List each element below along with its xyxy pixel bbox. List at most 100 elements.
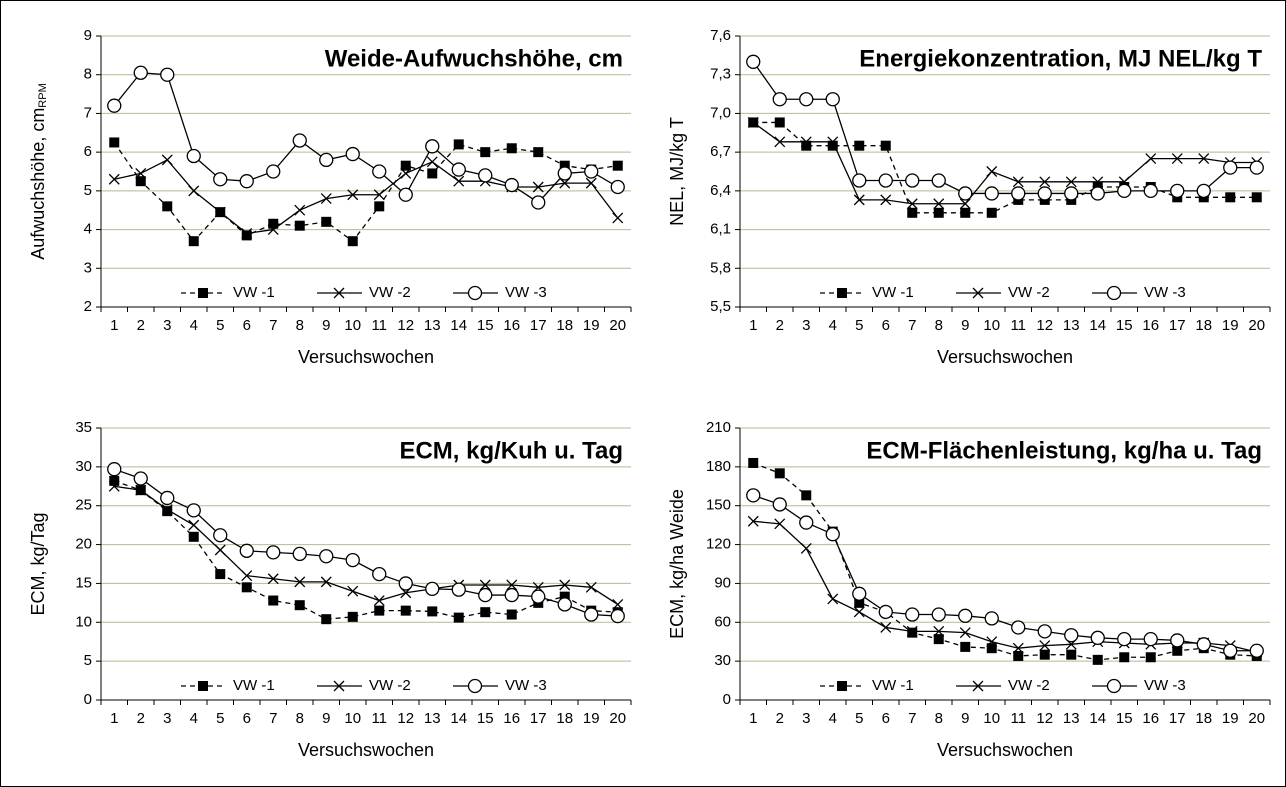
marker-circle <box>292 546 307 562</box>
marker-circle <box>1223 160 1238 175</box>
marker-square <box>986 643 997 654</box>
marker-cross <box>747 117 759 128</box>
marker-circle <box>319 549 334 564</box>
marker-circle <box>852 586 867 601</box>
y-tick-label: 0 <box>723 691 731 708</box>
y-tick-label: 35 <box>75 419 92 436</box>
marker-cross <box>135 484 147 496</box>
marker-circle <box>557 597 572 612</box>
y-tick-label: 30 <box>714 652 731 669</box>
marker-cross <box>400 167 412 179</box>
legend-label: VW -2 <box>1008 284 1050 301</box>
title-background <box>320 45 627 73</box>
chart-title: Energiekonzentration, MJ NEL/kg T <box>859 45 1262 72</box>
legend-label: VW -3 <box>505 284 547 301</box>
marker-cross <box>747 515 759 527</box>
marker-cross <box>986 636 998 648</box>
marker-circle <box>1117 631 1132 647</box>
marker-square <box>188 236 199 247</box>
marker-circle <box>931 607 946 622</box>
x-tick-label: 4 <box>829 710 837 727</box>
series-line <box>752 121 1257 205</box>
marker-square <box>559 591 570 602</box>
marker-circle <box>584 164 599 179</box>
marker-cross <box>320 576 332 588</box>
marker-circle <box>1106 678 1122 694</box>
marker-square <box>748 457 759 468</box>
marker-cross <box>506 579 518 591</box>
marker-circle <box>451 582 466 597</box>
y-tick-label: 2 <box>84 298 92 315</box>
legend-label: VW -3 <box>505 677 547 694</box>
marker-circle <box>1064 186 1079 201</box>
marker-circle <box>239 174 254 189</box>
marker-square <box>188 531 199 542</box>
marker-circle <box>958 608 973 623</box>
marker-cross <box>559 579 571 591</box>
marker-square <box>506 143 517 154</box>
y-tick-label: 120 <box>706 536 731 553</box>
x-tick-label: 10 <box>344 710 361 727</box>
marker-cross <box>959 198 971 210</box>
title-background <box>862 437 1266 465</box>
marker-cross <box>853 194 865 206</box>
marker-square <box>480 147 491 158</box>
marker-square <box>533 147 544 158</box>
marker-circle <box>610 179 625 195</box>
x-tick-label: 17 <box>1169 710 1186 727</box>
marker-circle <box>1196 637 1211 652</box>
marker-circle <box>772 497 787 512</box>
marker-circle <box>878 173 893 188</box>
marker-square <box>1145 652 1156 663</box>
marker-square <box>986 207 997 218</box>
legend-label: VW -1 <box>872 284 914 301</box>
x-tick-label: 2 <box>137 317 145 334</box>
marker-circle <box>958 186 973 201</box>
marker-circle <box>1064 628 1079 643</box>
x-tick-label: 14 <box>450 317 467 334</box>
marker-circle <box>266 164 281 179</box>
x-tick-label: 9 <box>322 710 330 727</box>
marker-circle <box>746 54 761 69</box>
marker-cross <box>827 593 839 605</box>
x-tick-label: 19 <box>1222 317 1239 334</box>
marker-cross <box>906 625 918 637</box>
marker-cross <box>800 136 812 148</box>
marker-circle <box>825 527 840 542</box>
x-tick-label: 15 <box>477 317 494 334</box>
marker-circle <box>1170 183 1185 199</box>
y-axis-label-sub: RPM <box>37 83 49 107</box>
marker-square <box>854 140 865 151</box>
marker-circle <box>878 604 893 620</box>
x-tick-label: 3 <box>802 710 810 727</box>
marker-square <box>374 605 385 616</box>
marker-square <box>1013 650 1024 661</box>
marker-cross <box>880 194 892 206</box>
x-axis-label: Versuchswochen <box>298 740 434 760</box>
marker-circle <box>584 607 599 622</box>
marker-cross <box>853 606 865 618</box>
legend-label: VW -1 <box>233 284 275 301</box>
marker-square <box>559 160 570 171</box>
marker-square <box>1119 652 1130 663</box>
x-tick-label: 20 <box>1248 317 1265 334</box>
marker-circle <box>213 172 228 187</box>
x-tick-label: 15 <box>1116 317 1133 334</box>
y-axis-label: ECM, kg/ha Weide <box>667 489 687 639</box>
marker-cross <box>453 175 465 187</box>
marker-square <box>960 207 971 218</box>
x-tick-label: 18 <box>556 710 573 727</box>
marker-cross <box>559 177 571 189</box>
x-tick-label: 14 <box>1089 710 1106 727</box>
marker-circle <box>1106 285 1122 301</box>
marker-square <box>198 681 208 691</box>
marker-square <box>374 201 385 212</box>
marker-circle <box>557 166 572 181</box>
x-tick-label: 3 <box>163 317 171 334</box>
marker-circle <box>345 552 360 568</box>
marker-circle <box>799 515 814 530</box>
y-axis-label: Aufwuchshöhe, cmRPM <box>28 83 49 260</box>
marker-square <box>321 614 332 625</box>
y-tick-label: 0 <box>84 691 92 708</box>
x-tick-label: 11 <box>1010 317 1026 334</box>
